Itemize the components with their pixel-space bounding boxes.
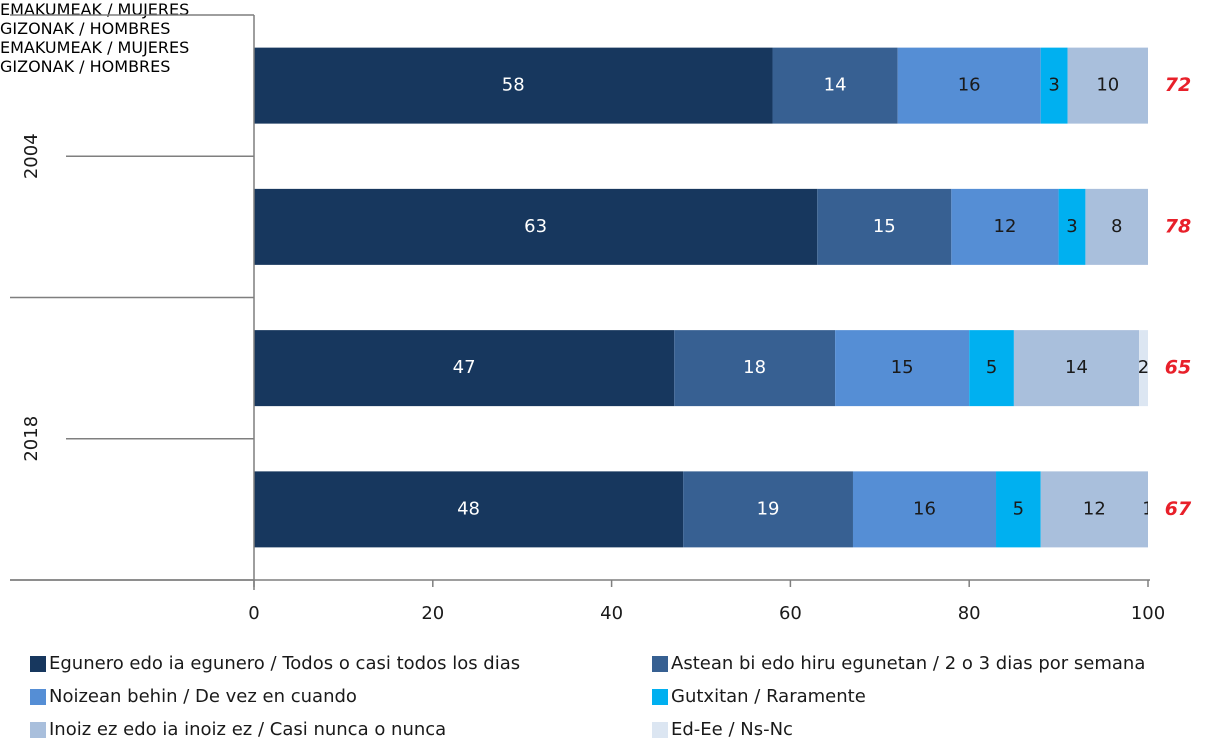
bars: 58 14 16 3 10 63 15 12 3 8 47 18 15 5 14 2 48 19 16 5 12 1: [254, 47, 1157, 548]
total-label: 65: [1165, 357, 1191, 379]
bar-segment: [951, 188, 1059, 265]
legend-label: Astean bi edo hiru egunetan / 2 o 3 dias…: [671, 653, 1145, 674]
x-tick-label: 100: [1131, 603, 1165, 624]
bar-segment: [683, 471, 853, 548]
data-label: 12: [1083, 498, 1106, 519]
data-label: 14: [1065, 357, 1088, 378]
legend-label: Ed-Ee / Ns-Nc: [671, 719, 793, 740]
data-label: 48: [457, 498, 480, 519]
legend-swatch: [652, 722, 668, 738]
data-label: 8: [1111, 216, 1122, 237]
data-label: 3: [1066, 216, 1077, 237]
x-tick-label: 80: [958, 603, 981, 624]
legend-label: Egunero edo ia egunero / Todos o casi to…: [49, 653, 520, 674]
data-label: 5: [1013, 498, 1024, 519]
x-tick-label: 20: [421, 603, 444, 624]
bar-segment: [969, 330, 1014, 407]
data-label: 10: [1096, 75, 1119, 96]
bar-segment: [1058, 188, 1086, 265]
bar-segment: [254, 188, 818, 265]
group-label: 2004: [21, 133, 42, 179]
legend-swatch: [652, 656, 668, 672]
category-label: GIZONAK / HOMBRES: [0, 19, 171, 38]
bar-segment: [996, 471, 1041, 548]
total-label: 72: [1165, 74, 1191, 96]
data-label: 19: [757, 498, 780, 519]
bar-segment: [254, 471, 684, 548]
data-label: 58: [502, 75, 525, 96]
total-label: 67: [1165, 498, 1192, 520]
bar-segment: [1067, 47, 1148, 124]
data-label: 2: [1138, 357, 1149, 378]
x-tick-label: 0: [248, 603, 259, 624]
data-label: 1: [1142, 498, 1153, 519]
data-label: 15: [873, 216, 896, 237]
bar-segment: [254, 47, 773, 124]
data-label: 3: [1048, 75, 1059, 96]
legend-swatch: [30, 722, 46, 738]
legend-swatch: [30, 689, 46, 705]
data-label: 16: [913, 498, 936, 519]
bar-segment: [835, 330, 970, 407]
x-tick-label: 60: [779, 603, 802, 624]
data-label: 63: [524, 216, 547, 237]
legend-label: Noizean behin / De vez en cuando: [49, 686, 357, 707]
bar-segment: [772, 47, 898, 124]
group-label: 2018: [21, 416, 42, 462]
bar-segment: [1040, 47, 1068, 124]
bar-segment: [254, 330, 675, 407]
data-label: 14: [824, 75, 847, 96]
x-tick-label: 40: [600, 603, 623, 624]
bar-segment: [1148, 471, 1157, 547]
bar-segment: [1040, 471, 1148, 548]
total-label: 78: [1165, 215, 1191, 237]
legend-label: Inoiz ez edo ia inoiz ez / Casi nunca o …: [49, 719, 446, 740]
category-label: EMAKUMEAK / MUJERES: [0, 38, 190, 57]
bar-segment: [817, 188, 952, 265]
data-label: 16: [958, 75, 981, 96]
bar-segment: [1085, 188, 1148, 265]
data-label: 18: [743, 357, 766, 378]
data-label: 12: [994, 216, 1017, 237]
data-label: 15: [891, 357, 914, 378]
bar-segment: [852, 471, 997, 548]
bar-segment: [1139, 330, 1148, 407]
bar-segment: [897, 47, 1041, 124]
bar-segment: [1013, 330, 1140, 407]
legend-swatch: [30, 656, 46, 672]
legend-label: Gutxitan / Raramente: [671, 686, 866, 707]
legend-swatch: [652, 689, 668, 705]
data-label: 5: [986, 357, 997, 378]
bar-segment: [674, 330, 836, 407]
category-label: GIZONAK / HOMBRES: [0, 57, 171, 76]
data-label: 47: [453, 357, 476, 378]
